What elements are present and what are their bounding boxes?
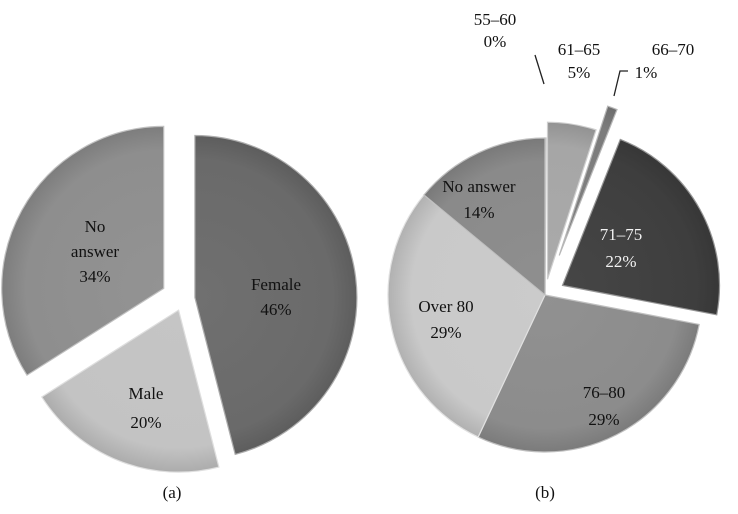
label-76-80: 76–80 — [583, 383, 626, 402]
label-no-answer-a-line2: answer — [71, 242, 119, 261]
label-over-80: Over 80 — [418, 297, 473, 316]
label-male: Male — [129, 384, 164, 403]
pie-b-slice-66-70 — [558, 105, 618, 256]
value-no-answer-a: 34% — [79, 267, 110, 286]
pie-chart-b — [387, 105, 721, 453]
caption-a: (a) — [163, 483, 182, 502]
value-male: 20% — [130, 413, 161, 432]
pie-b-slice-over-80 — [387, 194, 546, 438]
value-over-80: 29% — [430, 323, 461, 342]
pie-b-slice-61-65 — [546, 121, 597, 280]
value-71-75: 22% — [605, 252, 636, 271]
label-no-answer-a-line1: No — [85, 217, 106, 236]
leader-55-60 — [534, 54, 545, 85]
pie-b-slice-no-answer — [423, 137, 546, 297]
value-female: 46% — [260, 300, 291, 319]
pie-a-slice-female — [194, 134, 358, 456]
label-61-65: 61–65 — [558, 40, 601, 59]
pie-a-slice-male — [40, 309, 220, 473]
value-61-65: 5% — [568, 63, 591, 82]
caption-b: (b) — [535, 483, 555, 502]
pie-b-slice-71-75 — [561, 138, 721, 316]
leader-66-70 — [613, 70, 628, 97]
pie-a-slice-no-answer — [1, 125, 165, 377]
label-66-70: 66–70 — [652, 40, 695, 59]
value-66-70: 1% — [635, 63, 658, 82]
value-76-80: 29% — [588, 410, 619, 429]
value-no-answer-b: 14% — [463, 203, 494, 222]
label-no-answer-b: No answer — [442, 177, 516, 196]
label-55-60: 55–60 — [474, 10, 517, 29]
label-71-75: 71–75 — [600, 225, 643, 244]
pie-b-slice-76-80 — [477, 294, 700, 453]
value-55-60: 0% — [484, 32, 507, 51]
pie-chart-a — [1, 125, 358, 473]
label-female: Female — [251, 275, 301, 294]
